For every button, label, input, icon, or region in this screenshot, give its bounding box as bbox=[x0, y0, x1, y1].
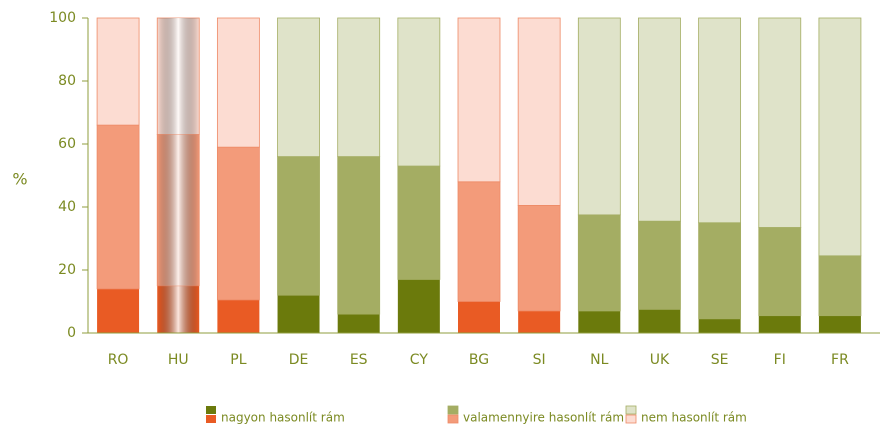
bar-segment bbox=[577, 17, 621, 216]
bar-segment bbox=[277, 156, 320, 296]
bar-segment bbox=[96, 124, 140, 290]
x-tick-label: HU bbox=[168, 352, 189, 368]
bar-segment bbox=[216, 146, 260, 301]
bar-segment bbox=[457, 17, 501, 183]
legend-swatch bbox=[447, 414, 459, 424]
bar-highlight bbox=[157, 285, 200, 333]
legend-swatch bbox=[206, 406, 216, 414]
bar-segment bbox=[698, 318, 741, 333]
bar-segment bbox=[397, 165, 441, 280]
bar-segment bbox=[638, 220, 681, 310]
bar-segment bbox=[638, 309, 681, 333]
y-tick-label: 20 bbox=[58, 262, 76, 278]
bar-segment bbox=[818, 17, 862, 257]
x-tick-label: NL bbox=[590, 352, 608, 368]
bar-segment bbox=[758, 315, 801, 333]
bar-segment bbox=[758, 227, 802, 317]
y-tick-label: 0 bbox=[67, 325, 76, 341]
bar-highlight bbox=[157, 134, 200, 286]
bar-segment bbox=[698, 17, 742, 224]
x-tick-label: RO bbox=[108, 352, 129, 368]
x-tick-label: ES bbox=[350, 352, 368, 368]
bar-segment bbox=[337, 314, 380, 333]
bar-segment bbox=[517, 17, 561, 206]
legend-swatch bbox=[625, 405, 637, 415]
legend-label: valamennyire hasonlít rám bbox=[463, 411, 624, 425]
y-tick-label: 80 bbox=[58, 73, 76, 89]
x-tick-label: PL bbox=[230, 352, 246, 368]
bar-segment bbox=[758, 17, 802, 228]
legend-swatch bbox=[206, 415, 216, 423]
bar-segment bbox=[638, 17, 681, 222]
bar-segment bbox=[578, 310, 621, 333]
bar-segment bbox=[97, 288, 140, 333]
x-tick-label: SE bbox=[711, 352, 729, 368]
bar-segment bbox=[277, 295, 320, 333]
bar-segment bbox=[96, 17, 140, 126]
legend-swatch bbox=[447, 405, 459, 415]
y-tick-label: 100 bbox=[49, 10, 76, 26]
bar-segment bbox=[698, 222, 742, 320]
bar-highlight bbox=[157, 18, 200, 135]
y-axis-label: % bbox=[12, 170, 27, 189]
bar-segment bbox=[577, 214, 621, 312]
legend-label: nem hasonlít rám bbox=[641, 411, 747, 425]
x-tick-label: DE bbox=[289, 352, 309, 368]
bar-segment bbox=[337, 156, 381, 315]
x-tick-label: CY bbox=[410, 352, 429, 368]
bar-segment bbox=[518, 310, 561, 333]
bar-segment bbox=[217, 299, 260, 333]
legend-label: nagyon hasonlít rám bbox=[221, 411, 345, 425]
x-tick-label: UK bbox=[650, 352, 670, 368]
x-tick-label: FR bbox=[831, 352, 849, 368]
bar-segment bbox=[458, 301, 500, 333]
x-tick-label: SI bbox=[533, 352, 546, 368]
x-tick-label: BG bbox=[469, 352, 489, 368]
bar-segment bbox=[818, 255, 862, 317]
legend-swatch bbox=[625, 414, 637, 424]
y-tick-label: 40 bbox=[58, 199, 76, 215]
bar-segment bbox=[517, 205, 561, 312]
bar-segment bbox=[818, 315, 861, 333]
x-tick-label: FI bbox=[774, 352, 786, 368]
y-tick-label: 60 bbox=[58, 136, 76, 152]
bar-segment bbox=[397, 17, 441, 167]
bar-segment bbox=[397, 279, 440, 333]
bar-segment bbox=[216, 17, 260, 148]
bar-segment bbox=[277, 17, 320, 158]
bar-segment bbox=[337, 17, 381, 158]
bar-segment bbox=[457, 181, 501, 302]
